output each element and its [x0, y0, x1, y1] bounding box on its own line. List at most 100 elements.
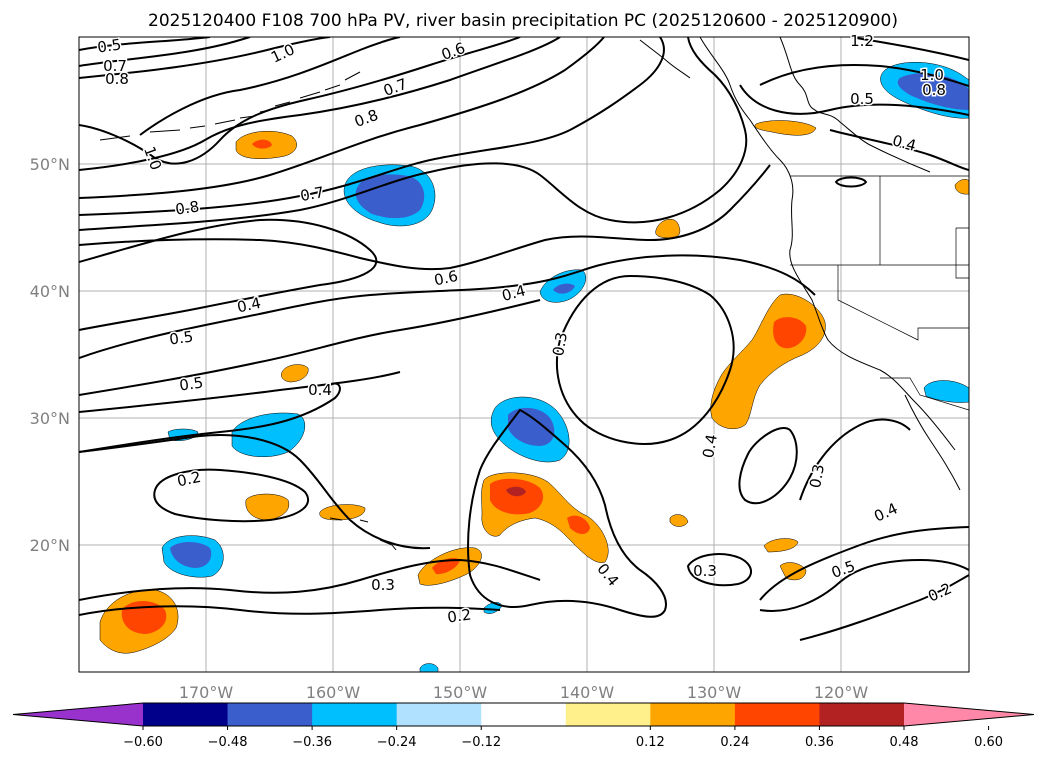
colorbar-segment: [312, 703, 398, 726]
contour-label-0-4-subtropical: 0.4: [308, 381, 332, 399]
contour-label-0-5-west: 0.5: [168, 327, 194, 348]
blob-positive-far-southwest-core: [121, 601, 167, 634]
contour-label-0-7-nw: 0.7: [103, 57, 127, 75]
colorbar-tick-label: −0.12: [461, 735, 501, 750]
contour-0-5-northeast: [739, 84, 969, 116]
colorbar-segment: [565, 703, 651, 726]
contour-0-4-northeast: [829, 129, 969, 171]
contour-0-4-loop-west: [79, 218, 378, 331]
contour-0-6-south: [79, 164, 771, 271]
contour-0-4-closed-east: [738, 427, 798, 505]
blob-positive-interior: [954, 179, 969, 195]
contour-label-0-3-south: 0.3: [371, 576, 395, 594]
blob-positive-subtropical-small: [281, 364, 309, 383]
contour-0-7-north: [79, 37, 251, 67]
contour-label-1-2-ne: 1.2: [850, 32, 874, 50]
colorbar: −0.60 −0.48 −0.36 −0.24 −0.12 0.12 0.24 0.36 0.4…: [12, 702, 1035, 750]
colorbar-tick-label: 0.36: [805, 735, 834, 750]
contour-0-5-band: [79, 299, 541, 396]
blob-negative-gulf-of-alaska-core: [897, 73, 969, 110]
contour-0-3-closed-mid: [556, 274, 735, 445]
coast-hawaiian-islands: [329, 517, 397, 551]
contour-label-0-3-closed-east: 0.3: [693, 562, 717, 580]
contour-0-2-closed-west: [153, 468, 310, 523]
border-state-4: [955, 227, 969, 279]
blob-positive-british-columbia: [754, 120, 817, 136]
blob-positive-central-subtropical-core: [490, 478, 544, 515]
blob-negative-central-subtropical-core: [508, 407, 555, 446]
coast-alaska-bc: [779, 37, 931, 173]
colorbar-tick-label: −0.36: [292, 735, 332, 750]
contour-0-8-mid: [79, 37, 521, 165]
colorbar-segment: [143, 703, 229, 726]
border-state-3: [837, 265, 969, 341]
contour-0-3-east: [799, 418, 911, 501]
contour-label-0-7-mid: 0.7: [299, 183, 326, 205]
coastlines: [99, 37, 969, 551]
blob-positive-california-core: [773, 317, 807, 349]
contour-label-0-5-lower: 0.5: [178, 373, 204, 394]
colorbar-tick-label: −0.48: [208, 735, 248, 750]
lat-label-50n: 50°N: [30, 155, 70, 174]
contour-0-5-closed-east: [759, 558, 969, 612]
contour-0-4-band: [79, 254, 816, 359]
lon-label-130w: 130°W: [687, 683, 742, 702]
contour-label-0-4-east-mid: 0.4: [699, 433, 721, 460]
lon-label-150w: 150°W: [433, 683, 488, 702]
border-us-mexico: [880, 377, 969, 411]
contour-label-0-8-nw: 0.8: [105, 70, 129, 88]
colorbar-segment: [227, 703, 313, 726]
colorbar-tick-label: 0.60: [974, 735, 1003, 750]
contour-0-4-east: [759, 526, 969, 601]
blob-positive-east-small: [669, 514, 689, 527]
colorbar-segment: [734, 703, 820, 726]
colorbar-segment: [650, 703, 736, 726]
contour-label-1-0-ne: 1.0: [920, 66, 944, 84]
contour-0-7-band: [79, 37, 605, 199]
coast-alaska-panhandle: [639, 39, 691, 79]
coast-aleutian-islands: [99, 71, 361, 141]
contour-0-4-subtropical: [79, 382, 341, 453]
colorbar-tick-label: 0.12: [636, 735, 665, 750]
contour-label-0-8-west: 0.8: [174, 197, 200, 218]
contour-label-0-5-nw: 0.5: [96, 35, 122, 56]
blob-negative-mid-pacific-core: [553, 283, 575, 294]
lon-label-140w: 140°W: [560, 683, 615, 702]
blob-positive-east-subtropical-2: [779, 562, 807, 581]
colorbar-segment: [819, 703, 905, 726]
blob-positive-central-subtropical-peak: [506, 486, 526, 497]
figure-title: 2025120400 F108 700 hPa PV, river basin …: [148, 11, 898, 31]
contour-0-8-band: [79, 37, 561, 171]
contour-0-2-south: [79, 605, 501, 616]
contour-0-6-loop: [79, 37, 748, 231]
contour-1-2-northeast: [849, 37, 969, 61]
contour-0-5-north: [79, 37, 211, 51]
contour-0-3-closed-east: [686, 553, 752, 587]
contour-0-4-closed-central: [467, 408, 667, 618]
pv-contours: [79, 37, 969, 641]
latitude-axis-labels: 50°N 40°N 30°N 20°N: [30, 155, 70, 555]
blob-negative-north-pacific-core: [355, 174, 425, 219]
blob-negative-southwest-core: [170, 542, 212, 568]
precip-shading: [99, 62, 969, 672]
colorbar-extend-max: [904, 703, 1034, 726]
blob-negative-baja: [923, 380, 969, 403]
lon-label-120w: 120°W: [814, 683, 869, 702]
lat-label-30n: 30°N: [30, 409, 70, 428]
colorbar-segment: [481, 703, 567, 726]
colorbar-tick-label: 0.48: [890, 735, 919, 750]
colorbar-tick-label: −0.60: [123, 735, 163, 750]
blob-positive-northwest-hawaii: [245, 493, 290, 521]
blob-positive-hawaii-east-core: [432, 557, 460, 575]
colorbar-segment: [396, 703, 482, 726]
lon-label-170w: 170°W: [179, 683, 234, 702]
colorbar-tick-label: −0.24: [377, 735, 417, 750]
contour-0-8-north: [79, 37, 331, 79]
lon-label-160w: 160°W: [306, 683, 361, 702]
contour-label-0-5-ne: 0.5: [850, 90, 874, 108]
blob-positive-offshore-oregon: [655, 218, 681, 239]
map-frame: [78, 36, 970, 673]
coast-baja: [904, 394, 961, 491]
colorbar-tick-label: 0.24: [720, 735, 749, 750]
